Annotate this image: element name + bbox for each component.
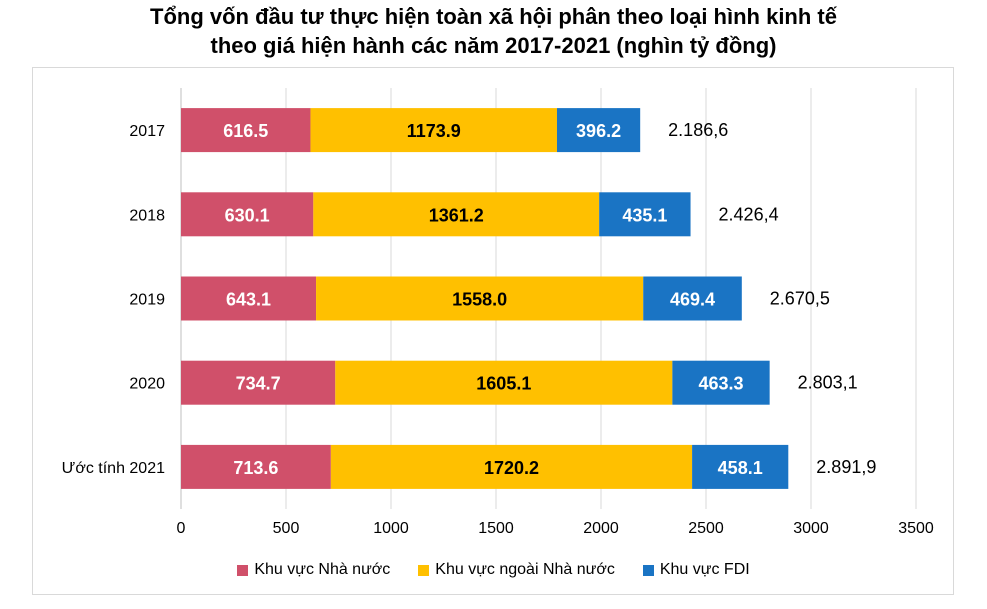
bar-segment xyxy=(330,444,693,489)
bar-segment xyxy=(181,108,311,153)
legend-item-fdi: Khu vực FDI xyxy=(642,561,750,579)
data-label: 458.1 xyxy=(718,458,763,478)
bar-segment xyxy=(316,276,644,321)
x-tick-label: 3500 xyxy=(898,520,934,537)
data-label: 435.1 xyxy=(622,205,667,225)
x-tick-label: 2000 xyxy=(583,520,619,537)
legend-swatch-state xyxy=(237,564,249,576)
legend-label-non-state: Khu vực ngoài Nhà nước xyxy=(435,561,615,578)
total-label: 2.186,6 xyxy=(668,120,728,140)
data-label: 616.5 xyxy=(223,121,268,141)
bar-segment xyxy=(643,276,742,321)
legend-label-state: Khu vực Nhà nước xyxy=(254,561,391,578)
total-label: 2.426,4 xyxy=(719,204,779,224)
data-label: 734.7 xyxy=(236,374,281,394)
chart-title-line-1: Tổng vốn đầu tư thực hiện toàn xã hội ph… xyxy=(150,4,837,29)
legend-item-non-state: Khu vực ngoài Nhà nước xyxy=(418,561,615,579)
legend-swatch-fdi xyxy=(642,564,654,576)
data-label: 469.4 xyxy=(670,290,715,310)
bar-segment xyxy=(556,108,641,153)
x-tick-label: 500 xyxy=(273,520,300,537)
bar-segment xyxy=(181,444,331,489)
bar-segment xyxy=(310,108,557,153)
x-tick-label: 0 xyxy=(177,520,186,537)
data-label: 630.1 xyxy=(225,205,270,225)
y-category-label: 2020 xyxy=(129,376,165,393)
legend-label-fdi: Khu vực FDI xyxy=(659,561,750,578)
data-label: 1720.2 xyxy=(484,458,539,478)
chart-title: Tổng vốn đầu tư thực hiện toàn xã hội ph… xyxy=(0,2,987,60)
data-label: 1558.0 xyxy=(452,290,507,310)
bar-segment xyxy=(692,444,789,489)
chart-title-line-2: theo giá hiện hành các năm 2017-2021 (ng… xyxy=(210,33,777,58)
bar-segment xyxy=(599,192,691,237)
y-category-label: 2017 xyxy=(129,123,165,140)
total-label: 2.891,9 xyxy=(816,457,876,477)
total-label: 2.803,1 xyxy=(798,373,858,393)
bar-segment xyxy=(335,360,673,405)
y-category-label: 2018 xyxy=(129,207,165,224)
data-label: 396.2 xyxy=(576,121,621,141)
bar-segment xyxy=(181,360,336,405)
y-category-label: 2019 xyxy=(129,292,165,309)
data-label: 643.1 xyxy=(226,290,271,310)
x-tick-label: 1000 xyxy=(373,520,409,537)
bar-segment xyxy=(181,276,317,321)
legend-item-state: Khu vực Nhà nước xyxy=(237,561,390,579)
data-label: 713.6 xyxy=(233,458,278,478)
bar-segment xyxy=(313,192,600,237)
legend-swatch-non-state xyxy=(418,564,430,576)
x-tick-label: 3000 xyxy=(793,520,829,537)
chart-legend: Khu vực Nhà nước Khu vực ngoài Nhà nước … xyxy=(0,558,987,582)
total-label: 2.670,5 xyxy=(770,289,830,309)
x-tick-label: 2500 xyxy=(688,520,724,537)
bar-segment xyxy=(672,360,770,405)
y-category-label: Ước tính 2021 xyxy=(62,460,165,477)
data-label: 1605.1 xyxy=(476,374,531,394)
bar-segment xyxy=(181,192,314,237)
data-label: 463.3 xyxy=(698,374,743,394)
data-label: 1361.2 xyxy=(429,205,484,225)
x-tick-label: 1500 xyxy=(478,520,514,537)
chart-frame xyxy=(32,67,954,595)
data-label: 1173.9 xyxy=(407,121,461,141)
